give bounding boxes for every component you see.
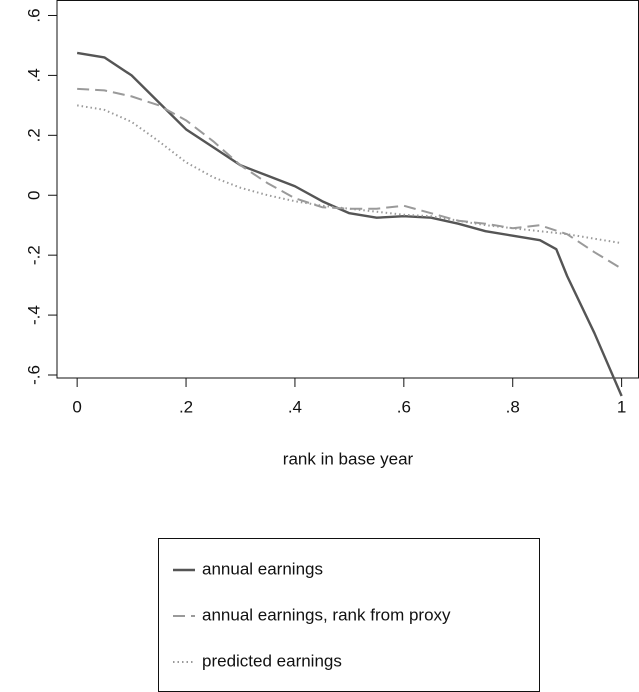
legend-label: predicted earnings <box>202 651 342 670</box>
y-tick-label: .2 <box>24 128 43 142</box>
series-line <box>77 87 623 270</box>
plot-frame <box>56 0 639 379</box>
x-axis-label: rank in base year <box>283 449 414 468</box>
x-tick-label: .8 <box>506 397 520 416</box>
y-tick-label: .6 <box>24 8 43 22</box>
y-tick-label: -.6 <box>24 365 43 385</box>
x-tick-label: 0 <box>72 397 81 416</box>
x-tick-label: .4 <box>288 397 302 416</box>
x-tick-label: 1 <box>617 397 626 416</box>
series-line <box>76 104 622 245</box>
y-tick-label: .4 <box>24 68 43 82</box>
y-tick-label: -.2 <box>24 245 43 265</box>
x-tick-label: .2 <box>179 397 193 416</box>
y-tick-label: -.4 <box>24 305 43 325</box>
y-tick-label: 0 <box>24 191 43 200</box>
x-tick-label: .6 <box>397 397 411 416</box>
legend-label: annual earnings <box>202 559 323 578</box>
series-line <box>76 51 623 397</box>
legend-label: annual earnings, rank from proxy <box>202 605 451 624</box>
